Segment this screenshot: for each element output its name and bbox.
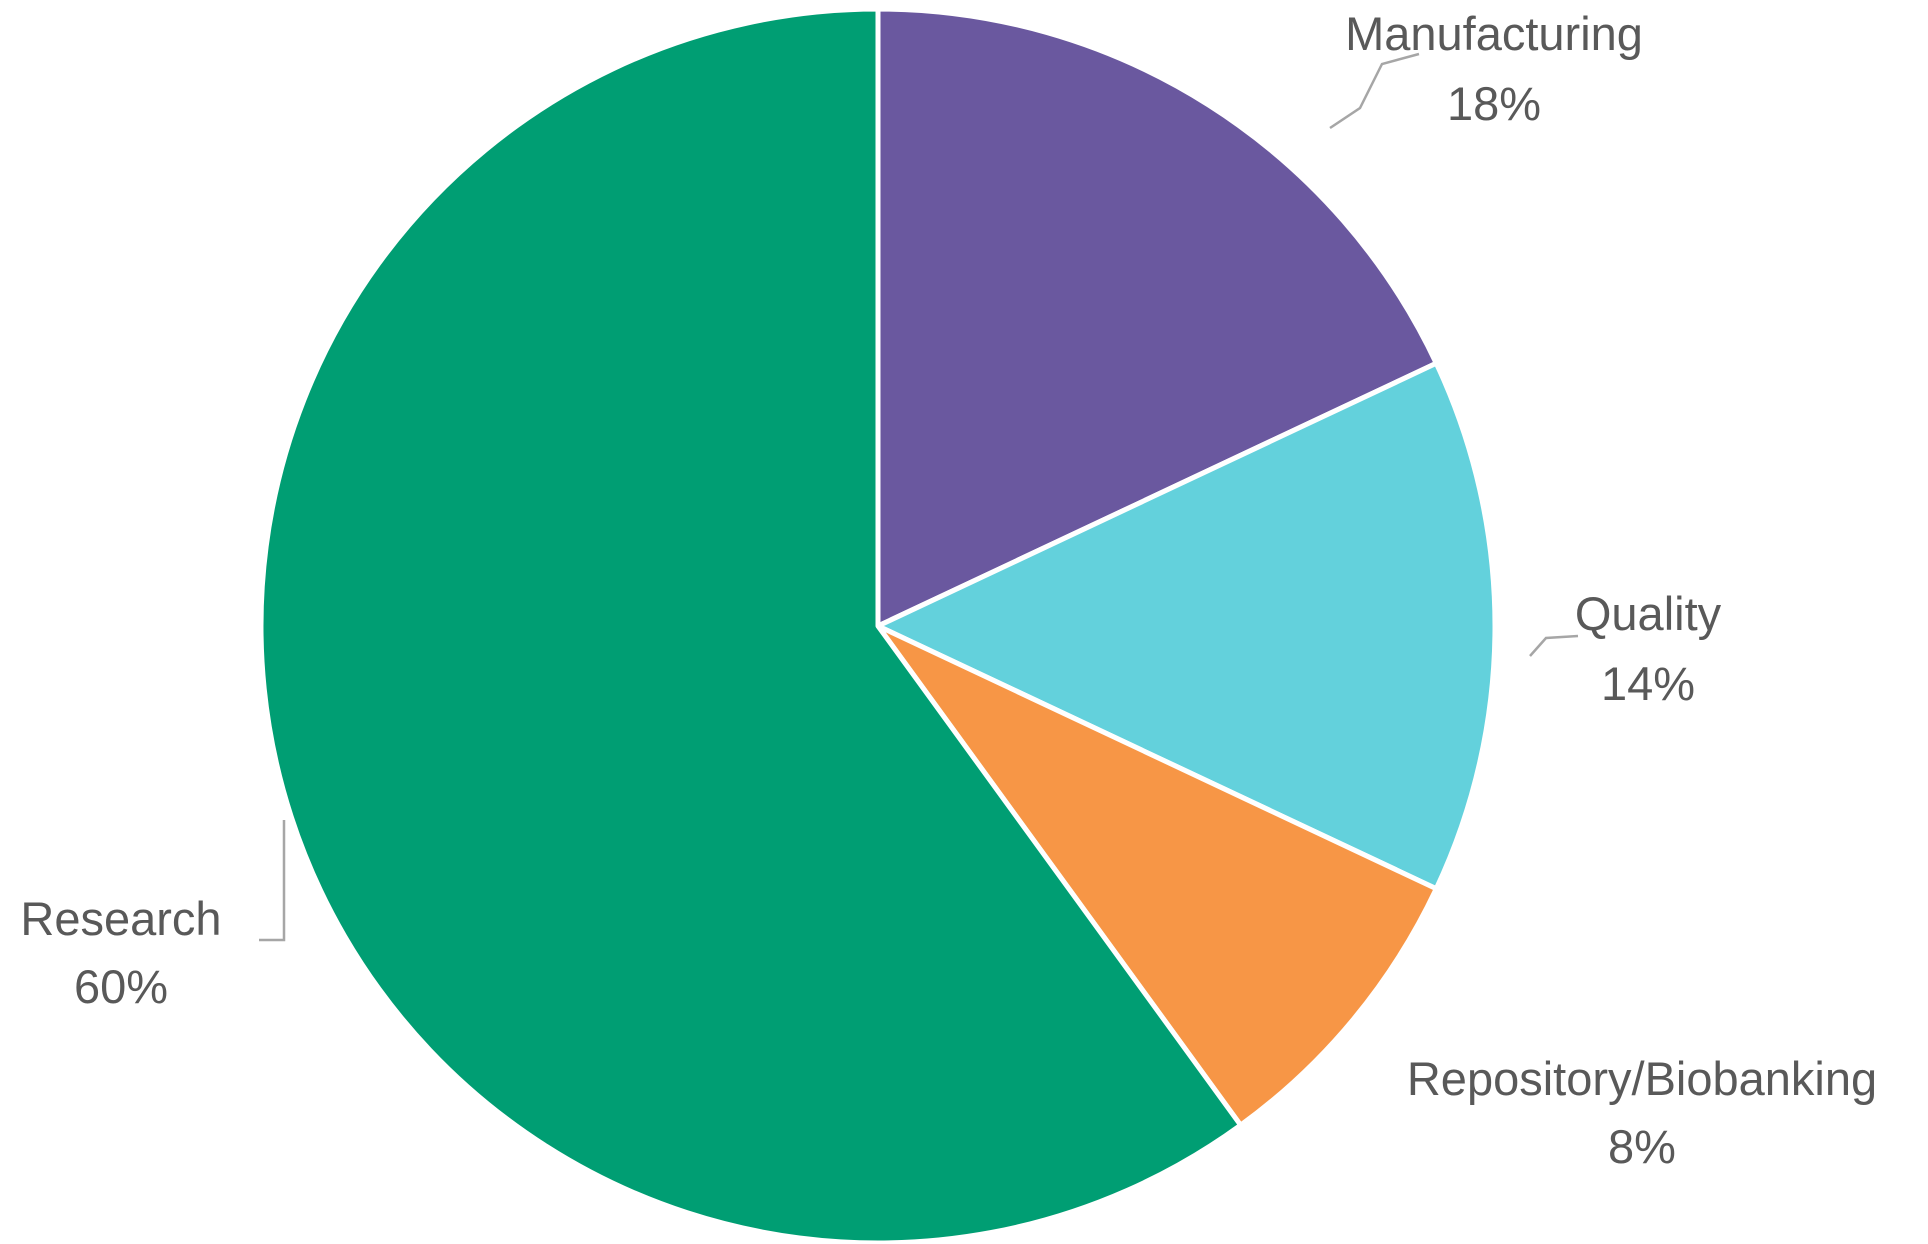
leader-line-quality (1529, 634, 1579, 657)
slice-label-quality: Quality (1575, 587, 1722, 640)
slice-label-research: Research (20, 892, 221, 945)
pie-slice-manufacturing (875, 6, 1439, 629)
leader-line-research (259, 820, 286, 942)
slice-label-repository-biobanking: Repository/Biobanking (1407, 1052, 1877, 1105)
pie-slice-research (258, 6, 1244, 1244)
slice-label-manufacturing: Manufacturing (1345, 7, 1643, 60)
pie-slices (258, 6, 1498, 1244)
pie-slice-quality (875, 360, 1498, 892)
slice-value-repository-biobanking: 8% (1608, 1120, 1676, 1173)
slice-value-manufacturing: 18% (1447, 77, 1541, 130)
slice-value-quality: 14% (1601, 657, 1695, 710)
leader-lines (259, 52, 1579, 942)
leader-line-manufacturing (1329, 52, 1420, 130)
pie-slice-repository-biobanking (875, 623, 1439, 1128)
slice-labels: Manufacturing 18% Quality 14% Repository/Bio… (20, 7, 1877, 1173)
slice-value-research: 60% (74, 960, 168, 1013)
